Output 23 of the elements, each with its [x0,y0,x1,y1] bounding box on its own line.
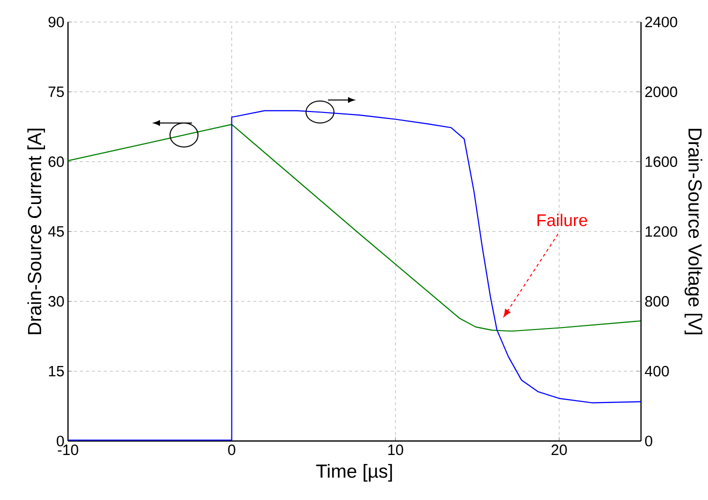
y-tick-label: 45 [48,226,64,237]
x-tick-label: 0 [228,444,236,456]
x-axis-title: Time [µs] [316,464,392,482]
x-tick-label: -10 [58,444,78,456]
y2-tick-label: 0 [645,436,652,446]
x-tick-label: 20 [552,444,567,456]
y2-tick-label: 2000 [645,86,678,98]
y2-tick-label: 800 [645,296,669,307]
y-tick-label: 75 [48,86,64,98]
y-tick-label: 90 [48,16,64,28]
y2-tick-label: 1600 [646,156,678,167]
annotation: Failure [538,214,588,226]
y-tick-label: 0 [56,436,64,446]
y2-axis-title: Drain-Source Voltage [V] [684,128,702,334]
y-axis-title: Drain-Source Current [A] [27,128,46,334]
y2-tick-label: 1200 [646,226,678,237]
y-tick-label: 15 [49,366,64,376]
y-tick-label: 60 [48,156,64,167]
x-tick-label: 10 [388,444,404,456]
y2-tick-label: 400 [644,366,669,376]
y2-tick-label: 2400 [645,16,678,28]
line-series [68,124,642,332]
y-tick-label: 30 [48,296,64,307]
